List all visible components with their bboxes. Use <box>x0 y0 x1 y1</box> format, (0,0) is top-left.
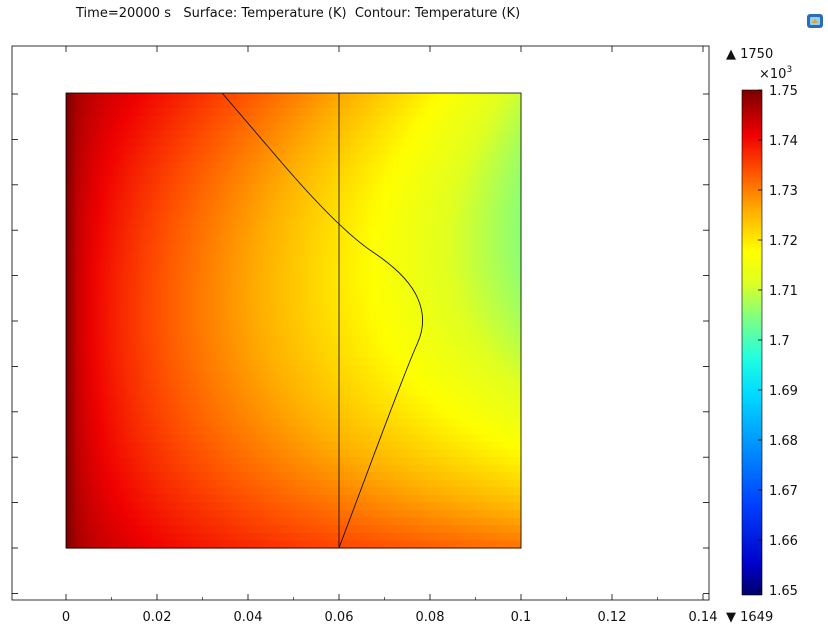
x-axis: 0 0.02 0.04 0.06 0.08 0.1 0.12 0.14 <box>62 46 718 625</box>
heat-row <box>66 381 522 390</box>
heat-row <box>66 335 522 344</box>
x-tick-label: 0.08 <box>416 610 445 625</box>
heat-row <box>66 479 522 488</box>
colorbar-tick-label: 1.65 <box>769 584 798 599</box>
heat-row <box>66 130 522 140</box>
heat-row <box>66 184 522 193</box>
colorbar-tick-label: 1.69 <box>769 384 798 399</box>
heat-row <box>66 494 522 504</box>
heat-row <box>66 237 522 246</box>
x-tick-label: 0.04 <box>234 610 263 625</box>
plot-title: Time=20000 s Surface: Temperature (K) Co… <box>76 6 521 21</box>
colorbar-tick-label: 1.67 <box>769 484 798 499</box>
heat-row <box>66 419 522 428</box>
heat-row <box>66 176 522 185</box>
heat-row <box>66 457 522 466</box>
heat-row <box>66 502 522 511</box>
comsol-logo-icon[interactable] <box>806 12 824 30</box>
colorbar-max-label: ▲ 1750 <box>726 47 773 62</box>
heat-row <box>66 123 522 132</box>
heat-row <box>66 441 522 451</box>
heat-row <box>66 517 522 526</box>
heat-row <box>66 290 522 299</box>
colorbar-tick-label: 1.68 <box>769 434 798 449</box>
heat-row <box>66 320 522 329</box>
x-tick-label: 0.02 <box>143 610 172 625</box>
heat-row <box>66 366 522 375</box>
heat-row <box>66 343 522 352</box>
heat-row <box>66 449 522 458</box>
domain-boundary <box>65 92 522 549</box>
colorbar-tick-label: 1.66 <box>769 534 798 549</box>
colorbar-tick-label: 1.72 <box>769 234 798 249</box>
heat-row <box>66 138 522 147</box>
heat-row <box>66 161 522 170</box>
temperature-surface <box>65 92 522 549</box>
colorbar-gradient <box>741 89 763 596</box>
heat-row <box>66 191 522 200</box>
heat-row <box>66 358 522 367</box>
colorbar-multiplier: ×103 <box>759 65 792 82</box>
heat-row <box>66 252 522 261</box>
heat-row <box>66 532 522 542</box>
heat-row <box>66 282 522 291</box>
heat-row <box>66 472 522 481</box>
heat-row <box>66 396 522 405</box>
heat-row <box>66 221 522 231</box>
heat-row <box>66 146 522 155</box>
heat-row <box>66 100 522 109</box>
x-tick-label: 0.14 <box>689 610 718 625</box>
colorbar: ▲ 1750 ×103 ▼ 1649 1.751.741.731.721.711… <box>726 47 798 625</box>
heat-row <box>66 305 522 314</box>
colorbar-tick-label: 1.75 <box>769 84 798 99</box>
heat-row <box>66 275 522 284</box>
colorbar-tick-label: 1.74 <box>769 134 798 149</box>
heat-row <box>66 267 522 276</box>
colorbar-min-label: ▼ 1649 <box>726 610 773 625</box>
heat-row <box>66 426 522 435</box>
heat-row <box>66 373 522 382</box>
heat-row <box>66 229 522 238</box>
x-tick-label: 0.1 <box>511 610 532 625</box>
contour-layer <box>221 92 424 549</box>
heat-row <box>66 259 522 269</box>
colorbar-tick-label: 1.71 <box>769 284 798 299</box>
heat-row <box>66 297 522 306</box>
heat-row <box>66 350 522 360</box>
heat-row <box>66 206 522 215</box>
heat-row <box>66 487 522 496</box>
heat-row <box>66 434 522 443</box>
colorbar-multiplier-exponent: 3 <box>786 65 792 75</box>
heat-row <box>66 108 522 117</box>
heat-row <box>66 312 522 322</box>
heat-row <box>66 510 522 519</box>
colorbar-tick-label: 1.7 <box>769 334 790 349</box>
heat-row <box>66 214 522 223</box>
colorbar-multiplier-base: ×10 <box>759 67 786 82</box>
heat-row <box>66 540 522 549</box>
x-tick-label: 0 <box>62 610 70 625</box>
x-tick-label: 0.12 <box>598 610 627 625</box>
heat-row <box>66 93 522 102</box>
heat-row <box>66 115 522 124</box>
temperature-contour-line <box>221 92 424 549</box>
heat-row <box>66 153 522 162</box>
heat-row <box>66 388 522 397</box>
x-tick-label: 0.06 <box>325 610 354 625</box>
heat-row <box>66 244 522 253</box>
heat-row <box>66 411 522 420</box>
y-axis-ticks <box>12 93 709 594</box>
heat-row <box>66 199 522 208</box>
heat-row <box>66 525 522 534</box>
heat-row <box>66 168 522 178</box>
heat-row <box>66 403 522 413</box>
heat-row <box>66 328 522 337</box>
heat-row <box>66 464 522 473</box>
colorbar-tick-label: 1.73 <box>769 184 798 199</box>
